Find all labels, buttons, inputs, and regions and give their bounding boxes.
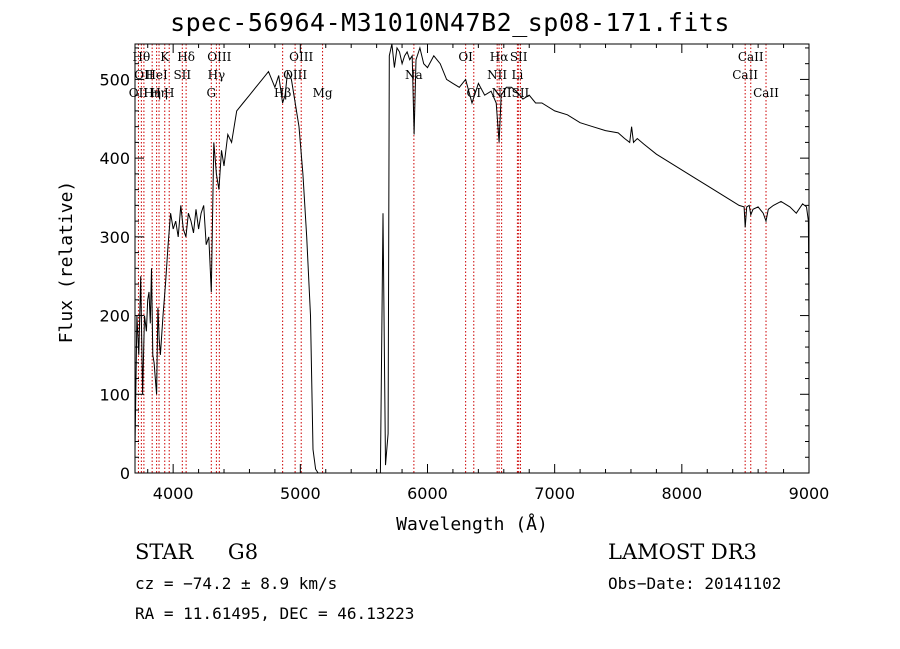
line-label: Hα <box>490 50 509 64</box>
line-label: OI <box>458 50 473 64</box>
y-axis: 0 100 200 300 400 500 <box>99 47 809 483</box>
y-tick-label: 500 <box>99 70 130 89</box>
line-label: SII <box>512 86 530 100</box>
line-label: NII <box>487 68 507 82</box>
y-axis-label: Flux (relative) <box>56 181 77 344</box>
y-tick-label: 400 <box>99 149 130 168</box>
line-label: OIII <box>289 50 313 64</box>
x-tick-label: 7000 <box>534 484 575 503</box>
chart-title: spec-56964-M31010N47B2_sp08-171.fits <box>170 8 730 37</box>
x-axis-label: Wavelength (Å) <box>396 513 548 535</box>
line-label: Hη <box>150 86 168 100</box>
object-class: STAR <box>135 540 194 564</box>
spectrum-series-line <box>134 43 810 474</box>
line-label: K <box>160 50 170 64</box>
line-label: G <box>207 86 217 100</box>
x-tick-label: 5000 <box>280 484 321 503</box>
y-tick-label: 100 <box>99 385 130 404</box>
line-label: OIII <box>207 50 231 64</box>
y-tick-label: 300 <box>99 228 130 247</box>
line-label: OII <box>134 68 154 82</box>
y-tick-label: 0 <box>120 464 130 483</box>
y-tick-label: 200 <box>99 307 130 326</box>
line-label: Hβ <box>274 86 291 100</box>
line-label: OII <box>129 86 149 100</box>
line-label: H <box>164 86 174 100</box>
line-label: NII <box>492 86 512 100</box>
object-subclass: G8 <box>227 540 259 564</box>
line-label: Hθ <box>133 50 151 64</box>
line-label: Hδ <box>177 50 195 64</box>
emission-line-markers <box>137 44 767 473</box>
line-label: HeI <box>145 68 168 82</box>
line-label: CaII <box>732 68 758 82</box>
plot-frame <box>134 43 810 474</box>
line-label: Hη <box>143 86 161 100</box>
emission-line-labels: OIIHθOIIHηHeIHηKHSIIHδGHγOIIIHβOIIIOIIIM… <box>129 50 779 100</box>
line-label: Li <box>511 68 523 82</box>
line-label: SII <box>173 68 191 82</box>
redshift-velocity: cz = −74.2 ± 8.9 km/s <box>135 574 338 593</box>
observation-date: Obs−Date: 20141102 <box>608 574 782 593</box>
x-tick-label: 8000 <box>661 484 702 503</box>
survey-name: LAMOST DR3 <box>608 540 757 564</box>
line-label: Mg <box>313 86 333 100</box>
line-label: SII <box>510 50 528 64</box>
x-tick-label: 9000 <box>789 484 830 503</box>
x-tick-label: 4000 <box>153 484 194 503</box>
x-axis: 4000 5000 6000 7000 8000 9000 <box>147 44 830 503</box>
line-label: OIII <box>283 68 307 82</box>
x-tick-label: 6000 <box>407 484 448 503</box>
line-label: Hγ <box>208 68 226 82</box>
line-label: CaII <box>738 50 764 64</box>
line-label: Na <box>405 68 423 82</box>
sky-coordinates: RA = 11.61495, DEC = 46.13223 <box>135 604 415 623</box>
line-label: CaII <box>753 86 779 100</box>
